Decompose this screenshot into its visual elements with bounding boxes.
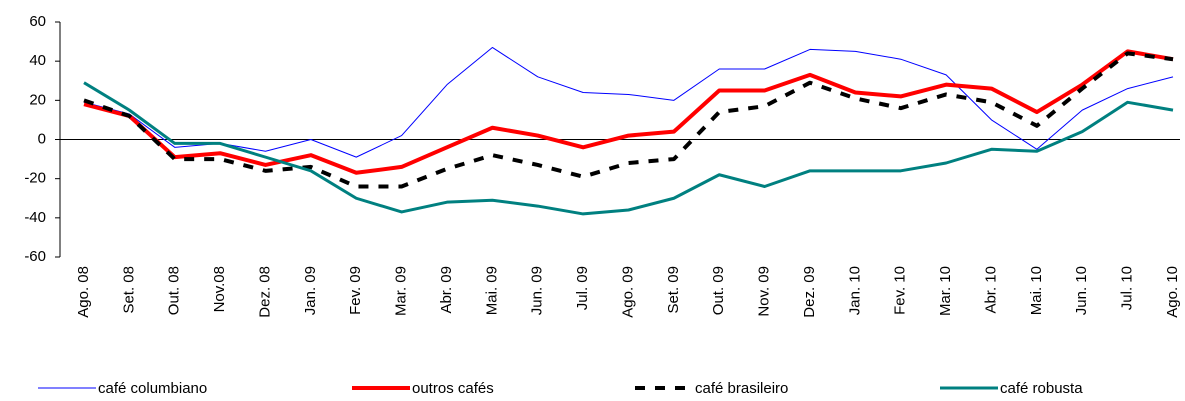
x-tick-label: Mai. 10 <box>1028 266 1045 315</box>
x-tick-label: Jul. 10 <box>1119 266 1136 310</box>
legend-label: café brasileiro <box>695 380 788 397</box>
series-line <box>83 49 1174 175</box>
x-tick-label: Fev. 10 <box>892 266 909 315</box>
legend-label: outros cafés <box>412 380 494 397</box>
y-tick-label: 0 <box>38 130 46 147</box>
x-tick-label: Abr. 09 <box>438 266 455 314</box>
x-tick-label: Mai. 09 <box>483 266 500 315</box>
series-line <box>83 81 1174 216</box>
x-tick-label: Jun. 09 <box>529 266 546 315</box>
x-tick-label: Jan. 09 <box>302 266 319 315</box>
x-tick-label: Nov.08 <box>211 266 228 312</box>
x-tick-label: Mar. 10 <box>937 266 954 316</box>
x-tick-label: Jun. 10 <box>1073 266 1090 315</box>
x-tick-label: Out. 08 <box>166 266 183 315</box>
y-tick-label: 60 <box>29 13 46 30</box>
y-tick-label: -20 <box>24 170 46 187</box>
legend-label: café columbiano <box>98 380 207 397</box>
x-tick-label: Set. 08 <box>120 266 137 314</box>
x-tick-label: Ago. 08 <box>75 266 92 318</box>
y-tick-label: 20 <box>29 91 46 108</box>
legend-label: café robusta <box>1000 380 1083 397</box>
x-tick-label: Ago. 10 <box>1164 266 1181 318</box>
x-tick-label: Mar. 09 <box>393 266 410 316</box>
x-tick-label: Dez. 08 <box>256 266 273 318</box>
series-line <box>83 51 1174 189</box>
y-tick-label: 40 <box>29 52 46 69</box>
x-tick-label: Fev. 09 <box>347 266 364 315</box>
x-tick-label: Nov. 09 <box>756 266 773 317</box>
x-tick-label: Ago. 09 <box>619 266 636 318</box>
y-tick-label: -40 <box>24 209 46 226</box>
x-tick-label: Jul. 09 <box>574 266 591 310</box>
x-tick-label: Abr. 10 <box>982 266 999 314</box>
x-tick-label: Set. 09 <box>665 266 682 314</box>
x-tick-label: Dez. 09 <box>801 266 818 318</box>
x-tick-label: Jan. 10 <box>846 266 863 315</box>
y-tick-label: -60 <box>24 248 46 265</box>
x-tick-label: Out. 09 <box>710 266 727 315</box>
series-line <box>83 46 1174 158</box>
